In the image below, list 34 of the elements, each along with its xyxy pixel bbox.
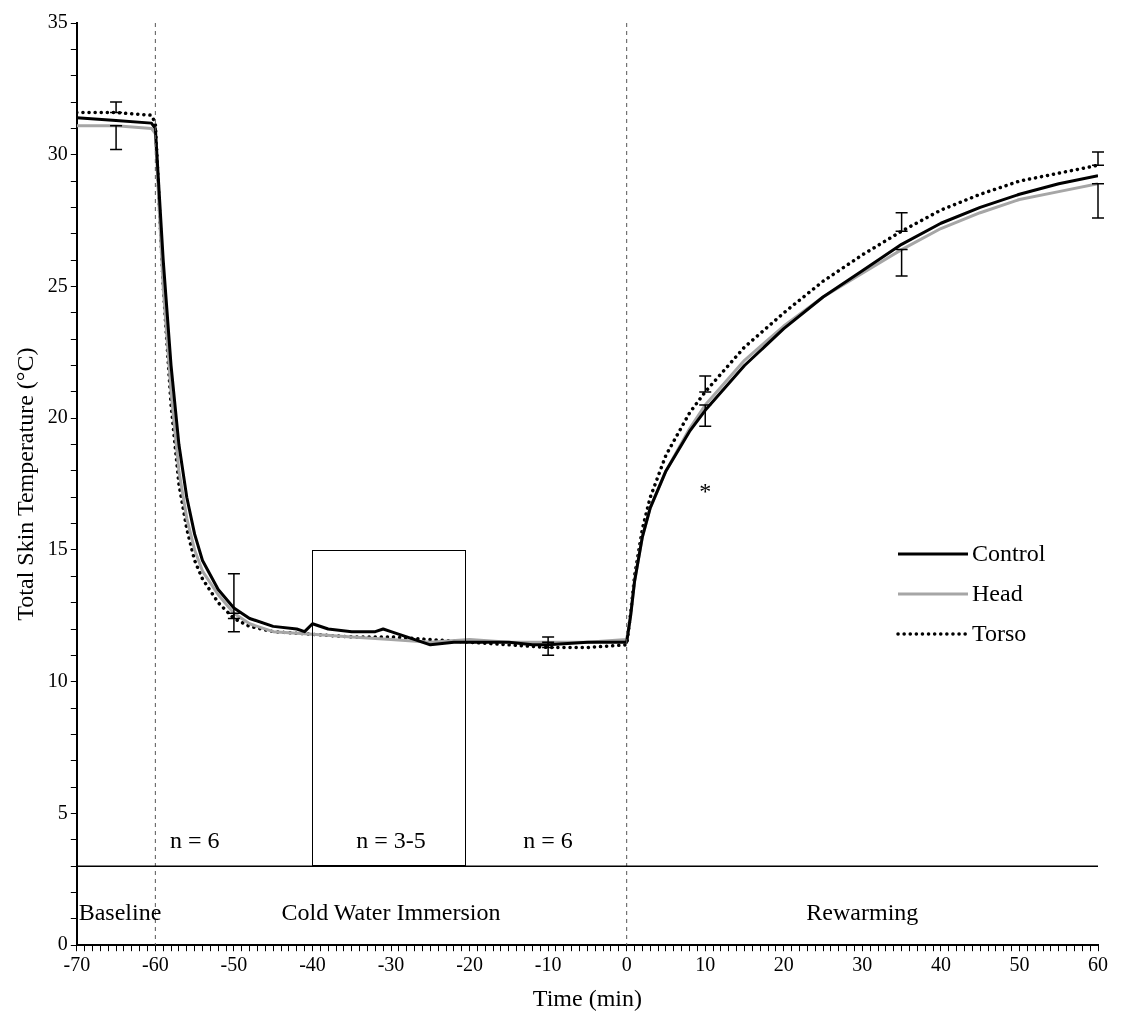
x-tick-label: 40: [930, 953, 951, 976]
x-tick-label: -60: [142, 953, 169, 976]
y-tick-label: 30: [47, 141, 68, 164]
annotation: Cold Water Immersion: [281, 899, 501, 926]
y-tick-label: 20: [47, 405, 68, 428]
y-tick-label: 35: [47, 10, 68, 33]
x-tick-label: -70: [63, 953, 91, 976]
legend-label: Control: [972, 540, 1046, 567]
x-tick-label: -50: [220, 953, 248, 976]
y-tick-label: 5: [57, 800, 68, 823]
x-tick-label: -10: [534, 953, 562, 976]
y-tick-label: 10: [47, 668, 68, 691]
x-tick-label: 10: [695, 953, 716, 976]
y-tick-label: 0: [57, 932, 68, 955]
x-axis-title: Time (min): [532, 984, 642, 1011]
annotation: Baseline: [78, 899, 162, 926]
annotation: n = 6: [523, 827, 573, 854]
x-tick-label: 60: [1088, 953, 1108, 976]
x-tick-label: 30: [852, 953, 873, 976]
x-tick-label: -20: [456, 953, 483, 976]
legend-label: Torso: [972, 620, 1027, 647]
x-tick-label: 20: [773, 953, 794, 976]
annotation: n = 3-5: [356, 827, 426, 854]
annotation: n = 6: [169, 827, 220, 854]
annotation: *: [699, 477, 712, 504]
x-tick-label: -30: [377, 953, 405, 976]
y-axis-title: Total Skin Temperature (°C): [11, 347, 38, 621]
y-tick-label: 15: [47, 537, 68, 560]
x-tick-label: 0: [621, 953, 632, 976]
x-tick-label: -40: [299, 953, 326, 976]
y-tick-label: 25: [47, 273, 68, 296]
x-tick-label: 50: [1009, 953, 1030, 976]
annotation: Rewarming: [806, 899, 919, 926]
legend-label: Head: [972, 580, 1023, 607]
